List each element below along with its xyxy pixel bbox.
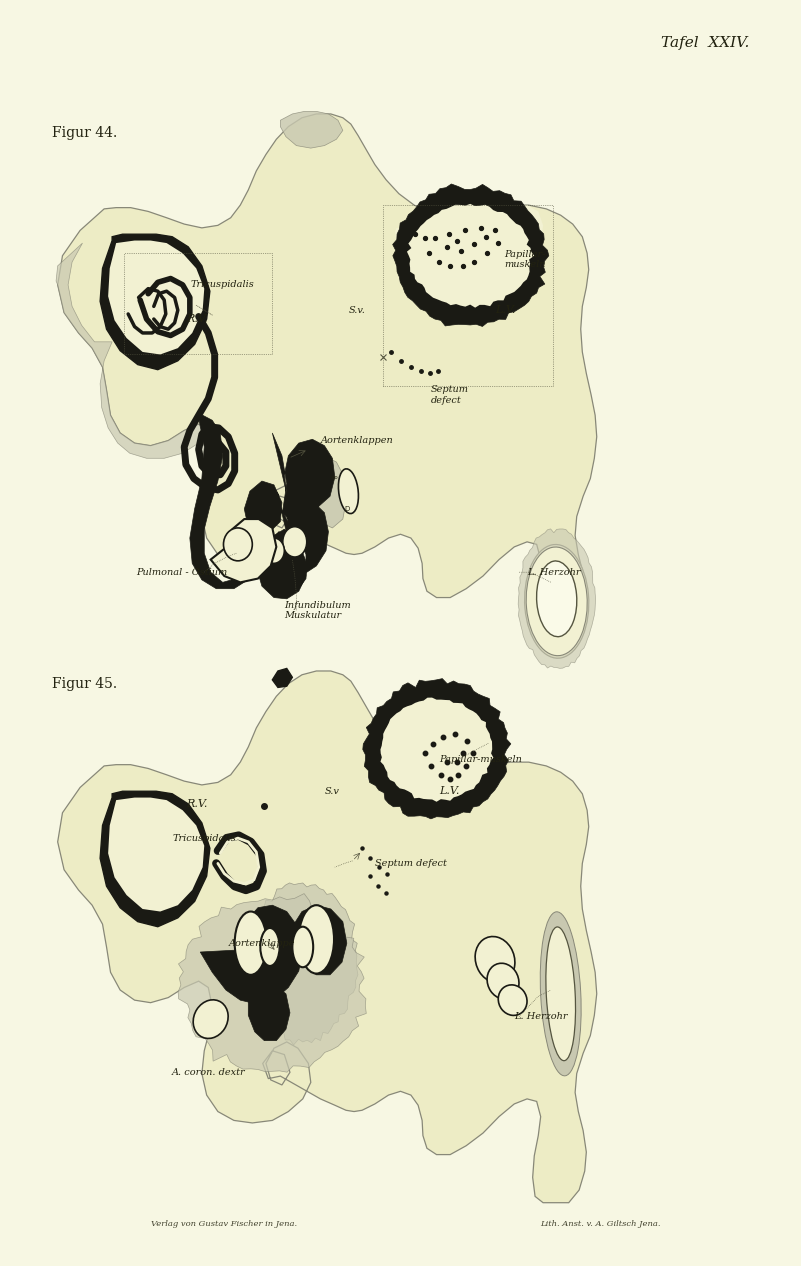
- Ellipse shape: [283, 527, 307, 557]
- Ellipse shape: [498, 985, 527, 1015]
- Ellipse shape: [235, 912, 267, 975]
- Text: Aortenklappen: Aortenklappen: [320, 436, 393, 446]
- Ellipse shape: [526, 547, 587, 656]
- Polygon shape: [200, 905, 347, 1004]
- Polygon shape: [108, 241, 204, 354]
- Text: S.v.: S.v.: [348, 305, 365, 315]
- Polygon shape: [56, 243, 204, 458]
- Polygon shape: [104, 795, 204, 915]
- Text: Papillar-muskeln: Papillar-muskeln: [439, 755, 521, 765]
- Polygon shape: [407, 204, 534, 308]
- Polygon shape: [58, 114, 597, 652]
- Text: L.V.: L.V.: [495, 305, 515, 315]
- Ellipse shape: [525, 544, 589, 658]
- Ellipse shape: [292, 927, 313, 967]
- Text: S.v: S.v: [324, 786, 340, 796]
- Polygon shape: [280, 111, 343, 148]
- Polygon shape: [380, 698, 493, 801]
- Ellipse shape: [540, 912, 582, 1076]
- Polygon shape: [272, 668, 292, 687]
- Text: Tafel  XXIV.: Tafel XXIV.: [661, 35, 749, 51]
- Polygon shape: [190, 415, 260, 589]
- Ellipse shape: [537, 561, 577, 637]
- Polygon shape: [244, 433, 335, 599]
- Ellipse shape: [223, 528, 252, 561]
- Ellipse shape: [299, 905, 334, 974]
- Text: R.V.: R.V.: [186, 799, 207, 809]
- Polygon shape: [104, 238, 204, 358]
- Ellipse shape: [545, 927, 576, 1061]
- Text: Figur 44.: Figur 44.: [52, 125, 117, 141]
- Text: L. Herzohr: L. Herzohr: [527, 567, 581, 577]
- Text: L.V.: L.V.: [439, 786, 459, 796]
- Polygon shape: [363, 679, 511, 819]
- Ellipse shape: [487, 963, 519, 999]
- Text: R.V.: R.V.: [186, 314, 207, 324]
- Polygon shape: [178, 894, 366, 1072]
- Text: L. Herzohr: L. Herzohr: [514, 1012, 568, 1022]
- Text: Papillar-
muskeln: Papillar- muskeln: [505, 249, 546, 270]
- Text: A. coron. dextr: A. coron. dextr: [172, 1067, 246, 1077]
- Ellipse shape: [264, 538, 284, 563]
- Text: Septum defect: Septum defect: [375, 858, 447, 868]
- Text: Septum
defect: Septum defect: [431, 385, 469, 405]
- Text: Verlag von Gustav Fischer in Jena.: Verlag von Gustav Fischer in Jena.: [151, 1220, 297, 1228]
- Text: oo: oo: [332, 475, 338, 480]
- Polygon shape: [58, 671, 597, 1203]
- Polygon shape: [364, 703, 495, 787]
- Ellipse shape: [260, 928, 280, 966]
- Text: Aortenklappe: Aortenklappe: [228, 938, 295, 948]
- Text: Pulmonal - Ostium: Pulmonal - Ostium: [136, 567, 227, 577]
- Text: Tricuspidalis: Tricuspidalis: [191, 280, 255, 290]
- Polygon shape: [100, 234, 210, 370]
- Polygon shape: [392, 184, 549, 327]
- Polygon shape: [303, 456, 347, 528]
- Text: D: D: [344, 506, 349, 511]
- Polygon shape: [215, 931, 291, 1041]
- Polygon shape: [100, 791, 210, 927]
- Polygon shape: [108, 798, 204, 912]
- Ellipse shape: [193, 1000, 228, 1038]
- Text: Infundibulum
Muskulatur: Infundibulum Muskulatur: [284, 600, 351, 620]
- Text: Figur 45.: Figur 45.: [52, 676, 117, 691]
- Polygon shape: [211, 519, 276, 582]
- Ellipse shape: [533, 560, 581, 643]
- Polygon shape: [395, 205, 543, 308]
- Text: Tricuspidalis: Tricuspidalis: [172, 833, 236, 843]
- Ellipse shape: [475, 937, 515, 982]
- Polygon shape: [267, 506, 307, 591]
- Polygon shape: [518, 529, 596, 668]
- Polygon shape: [247, 882, 358, 1044]
- Ellipse shape: [339, 468, 358, 514]
- Text: Lith. Anst. v. A. Giltsch Jena.: Lith. Anst. v. A. Giltsch Jena.: [541, 1220, 661, 1228]
